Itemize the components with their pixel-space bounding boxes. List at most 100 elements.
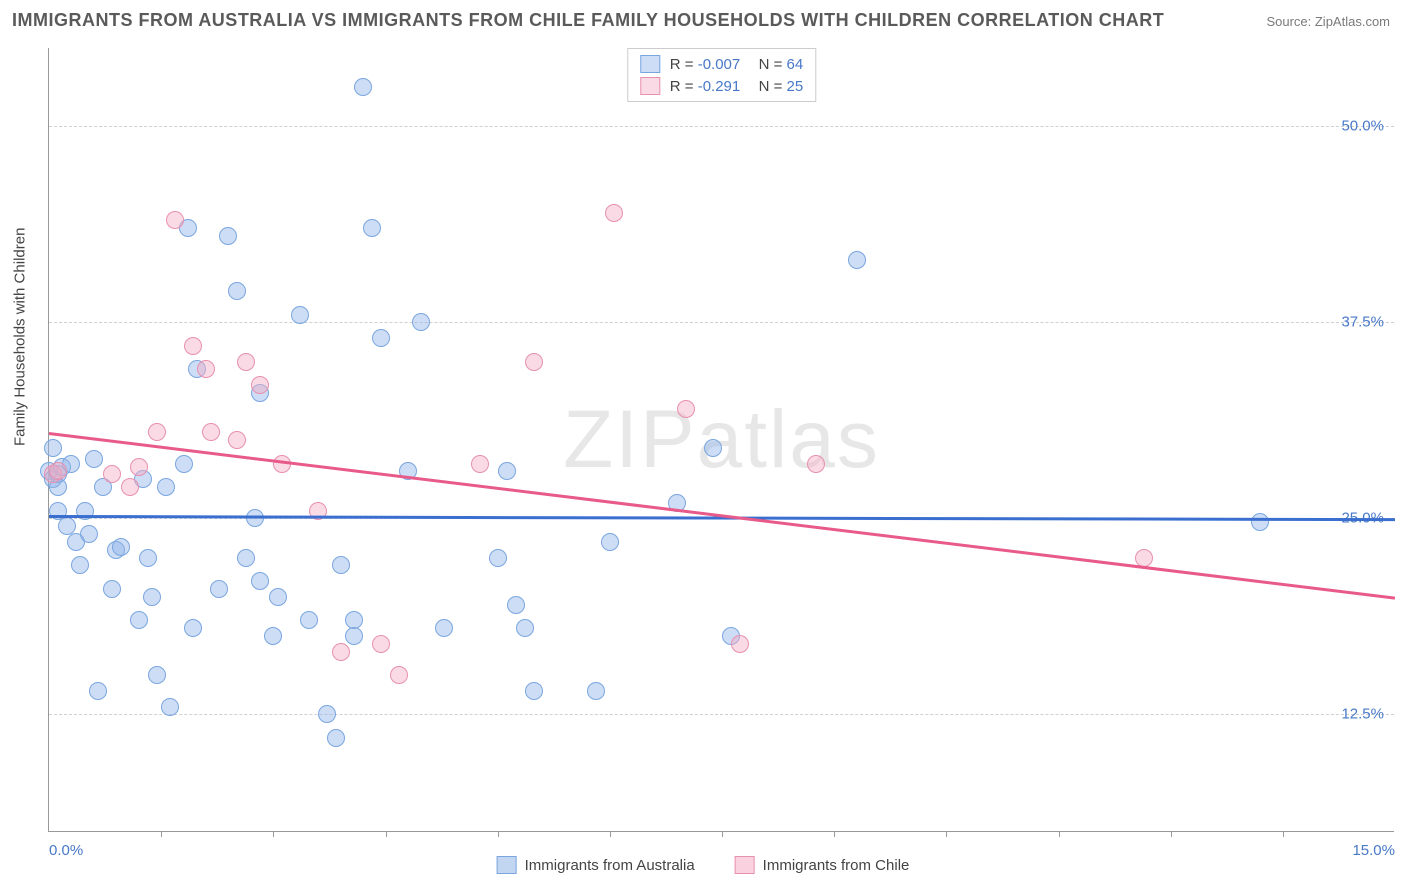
x-tick	[161, 831, 162, 837]
data-point	[1135, 549, 1153, 567]
data-point	[372, 329, 390, 347]
data-point	[525, 682, 543, 700]
data-point	[121, 478, 139, 496]
data-point	[237, 353, 255, 371]
legend-label: Immigrants from Chile	[763, 857, 910, 874]
data-point	[327, 729, 345, 747]
data-point	[112, 538, 130, 556]
data-point	[251, 572, 269, 590]
data-point	[372, 635, 390, 653]
data-point	[507, 596, 525, 614]
data-point	[228, 282, 246, 300]
y-tick-label: 12.5%	[1341, 706, 1384, 723]
r-label: R = -0.007	[670, 56, 740, 73]
data-point	[587, 682, 605, 700]
x-tick	[1283, 831, 1284, 837]
chart-title: IMMIGRANTS FROM AUSTRALIA VS IMMIGRANTS …	[12, 10, 1164, 31]
data-point	[246, 509, 264, 527]
data-point	[71, 556, 89, 574]
data-point	[139, 549, 157, 567]
x-tick	[273, 831, 274, 837]
data-point	[332, 556, 350, 574]
data-point	[354, 78, 372, 96]
x-tick	[722, 831, 723, 837]
data-point	[184, 337, 202, 355]
legend-label: Immigrants from Australia	[525, 857, 695, 874]
data-point	[605, 204, 623, 222]
data-point	[202, 423, 220, 441]
data-point	[300, 611, 318, 629]
data-point	[175, 455, 193, 473]
data-point	[601, 533, 619, 551]
data-point	[269, 588, 287, 606]
data-point	[103, 580, 121, 598]
data-point	[489, 549, 507, 567]
data-point	[49, 462, 67, 480]
y-axis-label: Family Households with Children	[12, 228, 29, 446]
data-point	[345, 627, 363, 645]
watermark: ZIPatlas	[563, 393, 880, 487]
legend-swatch	[497, 856, 517, 874]
data-point	[130, 611, 148, 629]
gridline	[49, 322, 1394, 323]
data-point	[85, 450, 103, 468]
data-point	[130, 458, 148, 476]
legend-item: Immigrants from Australia	[497, 856, 695, 874]
data-point	[89, 682, 107, 700]
data-point	[848, 251, 866, 269]
n-label: N = 25	[750, 78, 803, 95]
data-point	[390, 666, 408, 684]
data-point	[219, 227, 237, 245]
r-label: R = -0.291	[670, 78, 740, 95]
data-point	[1251, 513, 1269, 531]
data-point	[412, 313, 430, 331]
data-point	[525, 353, 543, 371]
x-tick	[946, 831, 947, 837]
data-point	[161, 698, 179, 716]
data-point	[184, 619, 202, 637]
data-point	[516, 619, 534, 637]
x-tick-label: 0.0%	[49, 842, 83, 859]
data-point	[332, 643, 350, 661]
source-label: Source: ZipAtlas.com	[1266, 14, 1390, 29]
legend-swatch	[640, 55, 660, 73]
data-point	[228, 431, 246, 449]
x-tick	[834, 831, 835, 837]
gridline	[49, 714, 1394, 715]
y-tick-label: 50.0%	[1341, 118, 1384, 135]
legend-swatch	[735, 856, 755, 874]
data-point	[264, 627, 282, 645]
data-point	[345, 611, 363, 629]
data-point	[148, 423, 166, 441]
legend-item: Immigrants from Chile	[735, 856, 910, 874]
legend-swatch	[640, 77, 660, 95]
data-point	[363, 219, 381, 237]
data-point	[807, 455, 825, 473]
data-point	[251, 376, 269, 394]
data-point	[498, 462, 516, 480]
data-point	[435, 619, 453, 637]
data-point	[148, 666, 166, 684]
data-point	[704, 439, 722, 457]
series-legend: Immigrants from Australia Immigrants from…	[497, 856, 910, 874]
n-label: N = 64	[750, 56, 803, 73]
legend-row: R = -0.291 N = 25	[636, 75, 807, 97]
data-point	[80, 525, 98, 543]
data-point	[103, 465, 121, 483]
data-point	[210, 580, 228, 598]
data-point	[197, 360, 215, 378]
data-point	[291, 306, 309, 324]
data-point	[471, 455, 489, 473]
gridline	[49, 126, 1394, 127]
x-tick-label: 15.0%	[1352, 842, 1395, 859]
y-tick-label: 37.5%	[1341, 314, 1384, 331]
data-point	[44, 439, 62, 457]
data-point	[143, 588, 161, 606]
x-tick	[1171, 831, 1172, 837]
data-point	[731, 635, 749, 653]
data-point	[166, 211, 184, 229]
data-point	[318, 705, 336, 723]
data-point	[157, 478, 175, 496]
correlation-legend: R = -0.007 N = 64R = -0.291 N = 25	[627, 48, 816, 102]
legend-row: R = -0.007 N = 64	[636, 53, 807, 75]
